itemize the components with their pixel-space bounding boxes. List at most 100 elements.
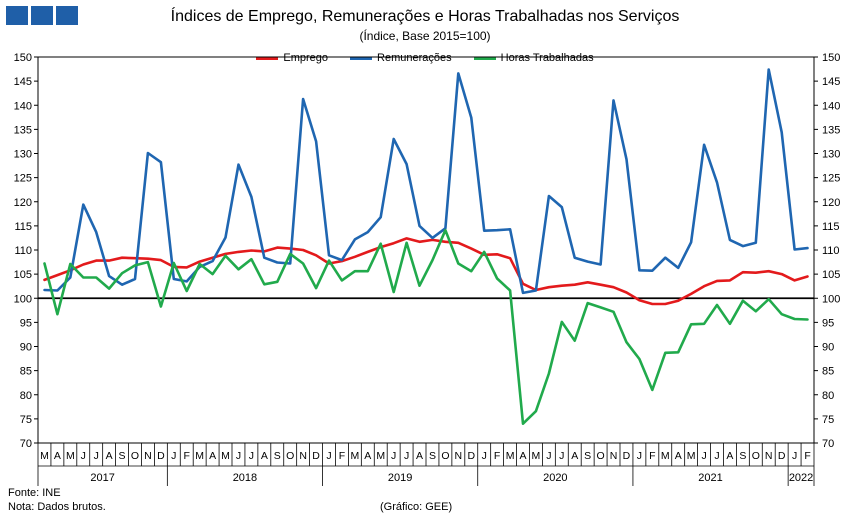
y-tick-label-right: 80: [822, 390, 834, 402]
y-tick-label-left: 110: [14, 245, 32, 257]
month-tick-label: O: [597, 450, 605, 462]
month-tick-label: D: [467, 450, 475, 462]
y-tick-label-left: 125: [14, 173, 32, 185]
chart-title: Índices de Emprego, Remunerações e Horas…: [170, 8, 680, 25]
month-tick-label: D: [312, 450, 320, 462]
y-tick-label-left: 120: [14, 197, 32, 209]
y-tick-label-right: 135: [822, 124, 840, 136]
month-tick-label: D: [778, 450, 786, 462]
month-tick-label: N: [299, 450, 307, 462]
y-tick-label-right: 130: [822, 149, 840, 161]
month-tick-label: O: [752, 450, 760, 462]
month-tick-label: S: [739, 450, 746, 462]
month-tick-label: J: [559, 450, 564, 462]
y-tick-label-right: 95: [822, 317, 834, 329]
y-tick-label-left: 115: [14, 221, 32, 233]
legend-label-horas: Horas Trabalhadas: [500, 52, 594, 64]
y-tick-label-left: 135: [14, 124, 32, 136]
source-note: Fonte: INE: [8, 487, 61, 499]
y-tick-label-right: 150: [822, 52, 840, 64]
month-tick-label: M: [687, 450, 696, 462]
month-tick-label: A: [261, 450, 268, 462]
month-tick-label: M: [221, 450, 230, 462]
y-tick-label-right: 105: [822, 269, 840, 281]
y-tick-label-right: 115: [822, 221, 840, 233]
month-tick-label: O: [441, 450, 449, 462]
month-tick-label: S: [119, 450, 126, 462]
y-tick-label-left: 95: [20, 317, 32, 329]
year-tick-label: 2022: [789, 472, 813, 484]
month-tick-label: M: [40, 450, 49, 462]
gee-logo: [6, 6, 78, 25]
y-tick-label-right: 140: [822, 100, 840, 112]
legend-swatch-emprego: [256, 56, 279, 60]
month-tick-label: J: [171, 450, 176, 462]
data-note: Nota: Dados brutos.: [8, 501, 106, 513]
y-tick-label-left: 100: [14, 293, 32, 305]
month-tick-label: A: [675, 450, 682, 462]
year-tick-label: 2017: [90, 472, 114, 484]
month-tick-label: N: [455, 450, 463, 462]
plot-frame: [37, 56, 815, 444]
y-tick-label-left: 75: [20, 414, 32, 426]
y-tick-label-left: 140: [14, 100, 32, 112]
month-tick-label: J: [714, 450, 719, 462]
y-tick-label-left: 90: [20, 342, 32, 354]
month-tick-label: J: [701, 450, 706, 462]
y-tick-label-right: 75: [822, 414, 834, 426]
year-tick-label: 2019: [388, 472, 412, 484]
month-tick-label: A: [416, 450, 423, 462]
logo-block: [6, 6, 28, 25]
month-tick-label: J: [546, 450, 551, 462]
month-tick-label: J: [236, 450, 241, 462]
month-tick-label: J: [391, 450, 396, 462]
y-tick-label-left: 105: [14, 269, 32, 281]
month-tick-label: M: [661, 450, 670, 462]
month-tick-label: F: [804, 450, 810, 462]
month-tick-label: M: [532, 450, 541, 462]
y-tick-label-right: 120: [822, 197, 840, 209]
y-tick-label-right: 85: [822, 366, 834, 378]
series-line-remuneracoes: [43, 68, 809, 295]
month-tick-label: F: [649, 450, 655, 462]
chart-credit: (Gráfico: GEE): [380, 501, 453, 513]
month-tick-label: S: [584, 450, 591, 462]
month-tick-label: M: [506, 450, 515, 462]
logo-block: [56, 6, 78, 25]
month-tick-label: N: [144, 450, 152, 462]
month-tick-label: O: [131, 450, 139, 462]
month-tick-label: J: [94, 450, 99, 462]
month-tick-label: S: [274, 450, 281, 462]
year-tick-label: 2018: [233, 472, 257, 484]
y-tick-label-right: 70: [822, 438, 834, 450]
month-tick-label: N: [765, 450, 773, 462]
series-line-horas-trabalhadas: [43, 228, 809, 426]
logo-block: [31, 6, 53, 25]
y-tick-label-left: 145: [14, 76, 32, 88]
month-tick-label: J: [326, 450, 331, 462]
chart-legend: Emprego Remunerações Horas Trabalhadas: [0, 52, 850, 64]
y-tick-label-left: 85: [20, 366, 32, 378]
month-tick-label: F: [184, 450, 190, 462]
month-tick-label: A: [209, 450, 216, 462]
chart-subtitle: (Índice, Base 2015=100): [359, 29, 491, 43]
month-tick-label: S: [429, 450, 436, 462]
y-tick-label-right: 100: [822, 293, 840, 305]
y-tick-label-right: 90: [822, 342, 834, 354]
legend-label-emprego: Emprego: [283, 52, 329, 64]
month-tick-label: A: [364, 450, 371, 462]
month-tick-label: J: [81, 450, 86, 462]
y-tick-label-right: 110: [822, 245, 840, 257]
legend-label-remuneracoes: Remunerações: [377, 52, 452, 64]
y-tick-label-left: 70: [20, 438, 32, 450]
month-tick-label: M: [66, 450, 75, 462]
month-tick-label: O: [286, 450, 294, 462]
month-tick-label: D: [157, 450, 165, 462]
month-tick-label: A: [571, 450, 578, 462]
month-tick-label: J: [637, 450, 642, 462]
month-tick-label: N: [610, 450, 618, 462]
month-tick-label: J: [482, 450, 487, 462]
year-tick-label: 2020: [543, 472, 567, 484]
month-tick-label: D: [623, 450, 631, 462]
